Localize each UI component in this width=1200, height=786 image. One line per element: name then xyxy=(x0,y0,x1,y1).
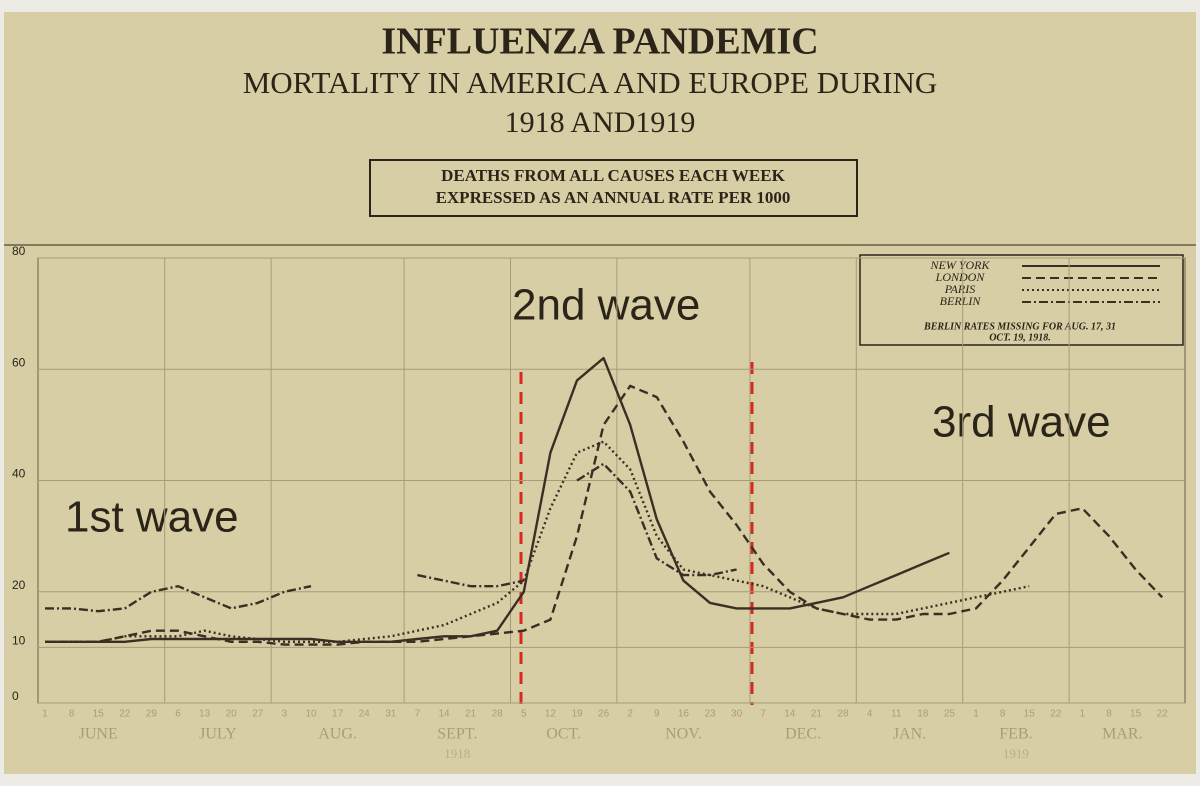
x-tick-label: 8 xyxy=(1000,709,1006,720)
x-tick-label: 9 xyxy=(654,709,660,720)
x-tick-label: 21 xyxy=(465,709,477,720)
x-tick-label: 19 xyxy=(571,709,583,720)
legend: BERLIN RATES MISSING FOR AUG. 17, 31 OCT… xyxy=(859,254,1184,346)
note-box xyxy=(369,159,858,217)
month-label: JAN. xyxy=(893,726,926,743)
x-tick-label: 25 xyxy=(944,709,956,720)
month-label: NOV. xyxy=(665,726,702,743)
x-tick-label: 17 xyxy=(332,709,344,720)
month-label: AUG. xyxy=(318,726,357,743)
legend-label: PARIS xyxy=(944,282,975,296)
x-tick-label: 14 xyxy=(784,709,796,720)
x-tick-label: 28 xyxy=(837,709,849,720)
x-tick-label: 3 xyxy=(282,709,288,720)
x-tick-label: 15 xyxy=(93,709,105,720)
x-tick-label: 23 xyxy=(704,709,716,720)
x-tick-label: 21 xyxy=(811,709,823,720)
x-tick-label: 5 xyxy=(521,709,527,720)
x-tick-label: 8 xyxy=(69,709,75,720)
x-tick-label: 29 xyxy=(146,709,158,720)
y-tick-label: 40 xyxy=(12,467,26,481)
annotation: 1st wave xyxy=(65,493,239,542)
x-tick-label: 7 xyxy=(760,709,766,720)
y-tick-label: 80 xyxy=(12,244,26,258)
x-tick-label: 1 xyxy=(42,709,48,720)
x-tick-label: 15 xyxy=(1024,709,1036,720)
month-label: OCT. xyxy=(546,726,581,743)
x-tick-label: 6 xyxy=(175,709,181,720)
year-label: 1919 xyxy=(1003,746,1029,761)
x-tick-label: 11 xyxy=(891,709,902,720)
x-tick-label: 4 xyxy=(867,709,873,720)
x-tick-label: 22 xyxy=(1050,709,1062,720)
x-tick-label: 26 xyxy=(598,709,610,720)
x-tick-label: 13 xyxy=(199,709,211,720)
y-tick-label: 60 xyxy=(12,355,26,369)
chart-title: INFLUENZA PANDEMIC xyxy=(381,21,818,63)
y-tick-label: 20 xyxy=(12,578,26,592)
x-tick-label: 28 xyxy=(492,709,504,720)
series-line xyxy=(45,356,950,643)
legend-label: LONDON xyxy=(935,270,986,284)
series-line xyxy=(45,440,1030,643)
legend-box xyxy=(859,254,1184,346)
series-line xyxy=(45,384,1164,646)
x-tick-label: 15 xyxy=(1130,709,1142,720)
x-tick-label: 2 xyxy=(627,709,633,720)
legend-note: OCT. 19, 1918. xyxy=(989,332,1051,343)
x-tick-label: 20 xyxy=(226,709,238,720)
legend-label: NEW YORK xyxy=(929,258,990,272)
x-tick-label: 8 xyxy=(1106,709,1112,720)
x-tick-label: 14 xyxy=(438,709,450,720)
note: DEATHS FROM ALL CAUSES EACH WEEK xyxy=(441,166,785,185)
month-label: JUNE xyxy=(79,726,118,743)
chart-subtitle: 1918 AND1919 xyxy=(505,106,696,139)
x-tick-label: 7 xyxy=(415,709,421,720)
y-tick-label: 10 xyxy=(12,634,26,648)
month-label: MAR. xyxy=(1102,726,1142,743)
x-tick-label: 31 xyxy=(385,709,397,720)
x-tick-label: 12 xyxy=(545,709,557,720)
legend-label: BERLIN xyxy=(940,294,982,308)
x-tick-label: 1 xyxy=(1080,709,1086,720)
month-label: FEB. xyxy=(999,726,1032,743)
note: EXPRESSED AS AN ANNUAL RATE PER 1000 xyxy=(436,188,791,207)
legend-note: BERLIN RATES MISSING FOR AUG. 17, 31 xyxy=(923,321,1116,332)
x-tick-label: 16 xyxy=(678,709,690,720)
y-tick-label: 0 xyxy=(12,689,19,703)
annotation: 2nd wave xyxy=(512,281,700,330)
x-tick-label: 18 xyxy=(917,709,929,720)
annotation: 3rd wave xyxy=(932,398,1111,447)
chart-subtitle: MORTALITY IN AMERICA AND EUROPE DURING xyxy=(243,65,938,100)
month-label: JULY xyxy=(199,726,237,743)
x-tick-label: 22 xyxy=(1157,709,1169,720)
month-label: DEC. xyxy=(785,726,821,743)
x-tick-label: 10 xyxy=(305,709,317,720)
x-tick-label: 24 xyxy=(359,709,371,720)
x-tick-label: 27 xyxy=(252,709,264,720)
series-line xyxy=(45,462,737,613)
year-label: 1918 xyxy=(444,746,470,761)
month-label: SEPT. xyxy=(437,726,477,743)
x-tick-label: 22 xyxy=(119,709,131,720)
x-tick-label: 30 xyxy=(731,709,743,720)
x-tick-label: 1 xyxy=(973,709,979,720)
